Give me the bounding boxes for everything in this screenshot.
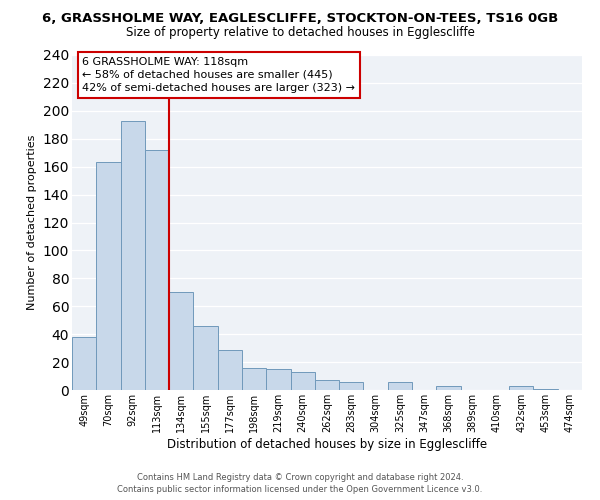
Text: 6, GRASSHOLME WAY, EAGLESCLIFFE, STOCKTON-ON-TEES, TS16 0GB: 6, GRASSHOLME WAY, EAGLESCLIFFE, STOCKTO… [42,12,558,26]
Bar [145,150,169,390]
Bar [72,337,96,390]
Y-axis label: Number of detached properties: Number of detached properties [27,135,37,310]
Bar [533,388,558,390]
Bar [315,380,339,390]
Bar [218,350,242,390]
Bar [242,368,266,390]
X-axis label: Distribution of detached houses by size in Egglescliffe: Distribution of detached houses by size … [167,438,487,450]
Bar [266,369,290,390]
Bar [169,292,193,390]
Bar [509,386,533,390]
Text: Size of property relative to detached houses in Egglescliffe: Size of property relative to detached ho… [125,26,475,39]
Bar [121,120,145,390]
Bar [388,382,412,390]
Bar [339,382,364,390]
Text: Contains HM Land Registry data © Crown copyright and database right 2024.
Contai: Contains HM Land Registry data © Crown c… [118,472,482,494]
Bar [436,386,461,390]
Text: 6 GRASSHOLME WAY: 118sqm
← 58% of detached houses are smaller (445)
42% of semi-: 6 GRASSHOLME WAY: 118sqm ← 58% of detach… [82,56,355,93]
Bar [96,162,121,390]
Bar [290,372,315,390]
Bar [193,326,218,390]
